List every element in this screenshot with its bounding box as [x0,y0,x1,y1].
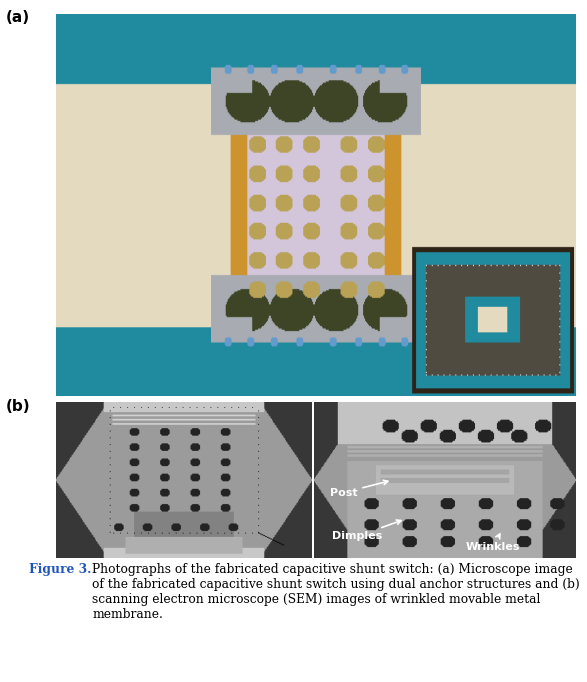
Text: Dimples: Dimples [332,520,401,542]
Text: (b): (b) [6,399,31,414]
Text: Post: Post [330,480,388,498]
Text: Figure 3.: Figure 3. [29,563,96,576]
Text: (a): (a) [6,10,30,25]
Text: Wrinkles: Wrinkles [465,534,520,552]
Text: Photographs of the fabricated capacitive shunt switch: (a) Microscope image of t: Photographs of the fabricated capacitive… [92,563,580,621]
